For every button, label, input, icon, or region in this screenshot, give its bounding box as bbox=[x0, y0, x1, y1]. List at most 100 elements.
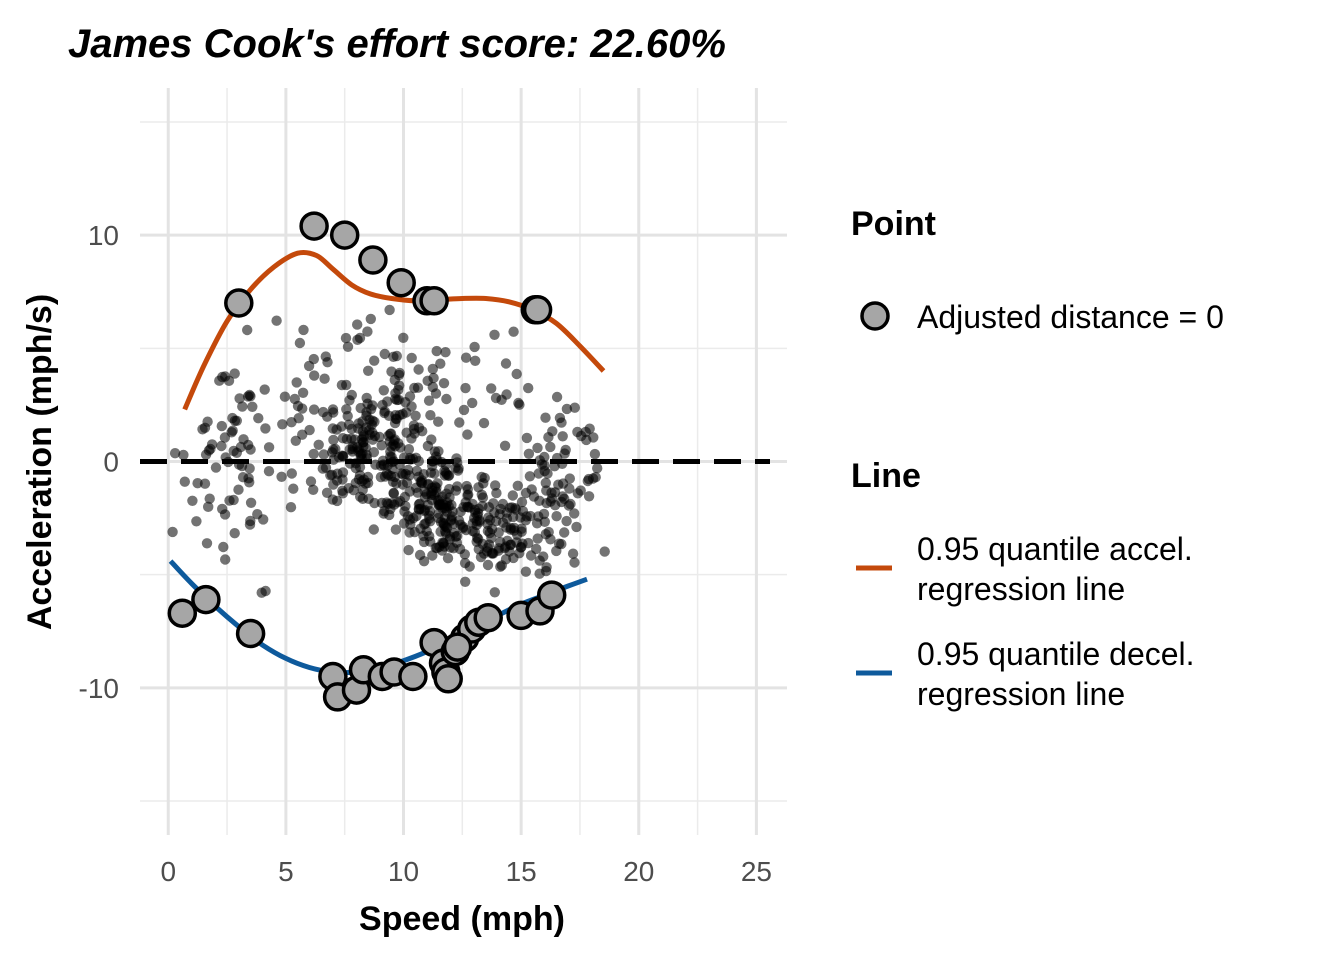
scatter-point bbox=[559, 527, 570, 538]
scatter-point bbox=[433, 416, 444, 427]
scatter-point bbox=[458, 404, 470, 416]
scatter-point bbox=[378, 385, 389, 396]
scatter-point bbox=[234, 393, 245, 404]
scatter-point bbox=[243, 473, 254, 484]
scatter-point bbox=[369, 497, 380, 509]
scatter-point bbox=[461, 480, 472, 492]
scatter-point bbox=[384, 304, 395, 316]
scatter-point bbox=[203, 445, 215, 456]
y-axis-ticks: -10 0 10 bbox=[79, 220, 119, 704]
scatter-point bbox=[308, 404, 320, 415]
scatter-point bbox=[244, 389, 255, 401]
scatter-point bbox=[515, 542, 526, 553]
scatter-point bbox=[540, 412, 551, 423]
legend-point-title: Point bbox=[851, 205, 936, 243]
scatter-point bbox=[286, 468, 297, 479]
scatter-point bbox=[229, 368, 240, 379]
scatter-point bbox=[462, 429, 473, 440]
scatter-point bbox=[201, 538, 213, 549]
scatter-point bbox=[331, 424, 342, 435]
scatter-point bbox=[279, 391, 291, 402]
scatter-point bbox=[451, 537, 463, 548]
scatter-point bbox=[337, 474, 348, 485]
scatter-point bbox=[438, 537, 449, 549]
scatter-point bbox=[423, 395, 435, 406]
scatter-point bbox=[432, 495, 444, 506]
scatter-point bbox=[521, 432, 533, 444]
adjusted-distance-zero-point bbox=[224, 288, 254, 318]
scatter-point bbox=[551, 511, 562, 522]
scatter-point bbox=[218, 541, 229, 553]
adjusted-distance-zero-point bbox=[419, 286, 449, 316]
scatter-point bbox=[581, 434, 592, 446]
scatter-point bbox=[460, 352, 472, 363]
scatter-point bbox=[226, 427, 237, 438]
scatter-point bbox=[398, 332, 409, 343]
scatter-point bbox=[337, 485, 348, 496]
scatter-point bbox=[478, 417, 490, 429]
adjusted-distance-zero-point bbox=[398, 661, 428, 692]
scatter-point bbox=[238, 434, 249, 445]
scatter-point bbox=[290, 435, 301, 446]
scatter-point bbox=[291, 377, 302, 388]
scatter-point bbox=[242, 324, 253, 336]
scatter-point bbox=[442, 553, 454, 564]
highlight-points bbox=[167, 211, 567, 712]
scatter-point bbox=[169, 448, 181, 459]
scatter-point bbox=[533, 468, 544, 479]
scatter-point bbox=[375, 471, 387, 483]
scatter-point bbox=[463, 489, 474, 500]
scatter-point bbox=[408, 420, 420, 431]
scatter-point bbox=[523, 448, 535, 459]
scatter-point bbox=[513, 397, 524, 409]
scatter-point bbox=[364, 414, 375, 425]
scatter-point bbox=[414, 549, 426, 561]
scatter-point bbox=[210, 462, 222, 473]
scatter-point bbox=[393, 384, 404, 395]
scatter-point bbox=[309, 370, 320, 381]
scatter-point bbox=[440, 347, 451, 358]
adjusted-distance-zero-point bbox=[235, 618, 266, 649]
scatter-point bbox=[435, 358, 446, 369]
scatter-point bbox=[523, 537, 534, 549]
scatter-point bbox=[520, 566, 532, 577]
scatter-point bbox=[539, 460, 550, 471]
scatter-point bbox=[440, 459, 451, 471]
scatter-point bbox=[493, 527, 504, 538]
scatter-point bbox=[532, 442, 543, 454]
x-axis-ticks: 0 5 10 15 20 25 bbox=[160, 856, 772, 887]
scatter-point bbox=[394, 409, 405, 421]
x-tick-label: 5 bbox=[278, 856, 294, 887]
scatter-point bbox=[276, 471, 287, 482]
scatter-point bbox=[441, 393, 452, 405]
legend-line-title: Line bbox=[851, 457, 921, 495]
scatter-point bbox=[449, 527, 460, 539]
adjusted-distance-zero-point bbox=[433, 664, 463, 694]
scatter-point bbox=[390, 524, 402, 535]
scatter-point bbox=[167, 526, 178, 538]
scatter-point bbox=[516, 523, 527, 534]
scatter-point bbox=[271, 315, 282, 326]
scatter-point bbox=[507, 490, 518, 501]
scatter-point bbox=[233, 459, 245, 470]
scatter-point bbox=[386, 366, 397, 377]
scatter-point bbox=[217, 371, 228, 383]
scatter-point bbox=[467, 397, 478, 409]
scatter-point bbox=[489, 587, 500, 598]
scatter-point bbox=[580, 426, 591, 438]
scatter-point bbox=[412, 382, 424, 393]
scatter-point bbox=[308, 484, 319, 495]
adjusted-distance-zero-point bbox=[329, 220, 360, 250]
x-tick-label: 0 bbox=[160, 856, 176, 887]
scatter-point bbox=[523, 382, 534, 394]
scatter-point bbox=[543, 432, 554, 443]
scatter-point bbox=[406, 433, 417, 444]
adjusted-distance-zero-point bbox=[473, 602, 503, 633]
x-tick-label: 25 bbox=[741, 856, 772, 887]
scatter-point bbox=[567, 548, 579, 559]
adjusted-distance-zero-point bbox=[536, 580, 567, 610]
scatter-point bbox=[245, 515, 256, 527]
scatter-point bbox=[399, 491, 411, 503]
scatter-point bbox=[294, 337, 306, 349]
scatter-point bbox=[220, 554, 231, 565]
